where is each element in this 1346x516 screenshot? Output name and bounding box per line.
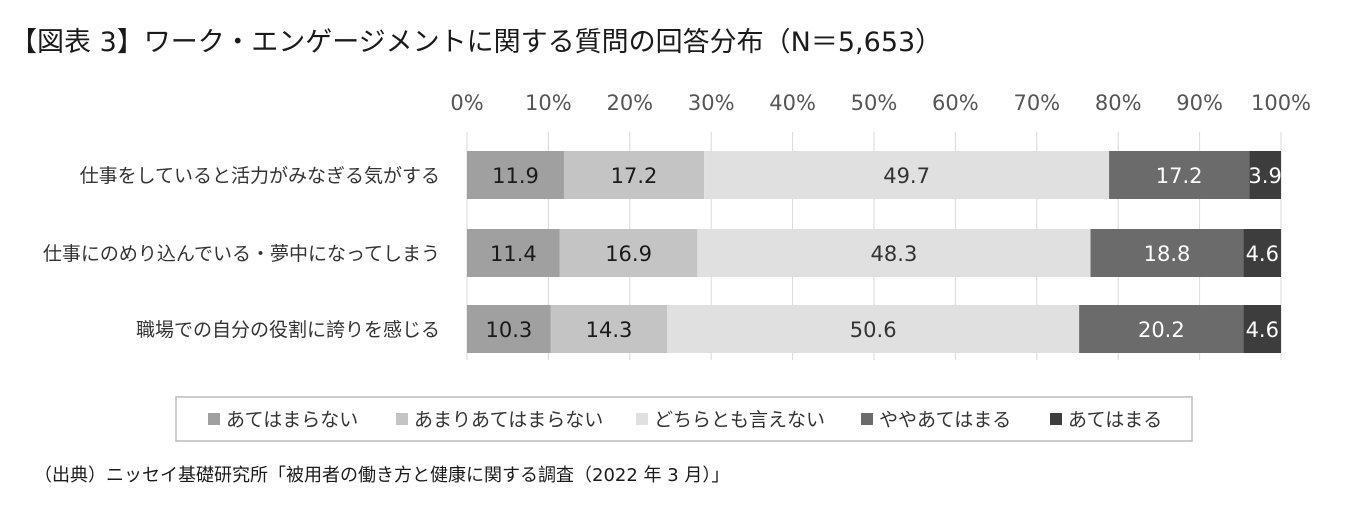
- x-tick-label: 100%: [1251, 91, 1311, 115]
- x-tick-label: 60%: [932, 91, 979, 115]
- legend-swatch: [1050, 413, 1062, 425]
- x-tick-label: 0%: [450, 91, 483, 115]
- data-label: 20.2: [1138, 318, 1185, 342]
- legend-swatch: [861, 413, 873, 425]
- x-tick-label: 20%: [606, 91, 653, 115]
- category-label: 仕事にのめり込んでいる・夢中になってしまう: [43, 243, 440, 265]
- bar-segment: [467, 305, 551, 353]
- data-label: 10.3: [486, 318, 533, 342]
- x-tick-label: 30%: [688, 91, 735, 115]
- bar-segment: [467, 229, 560, 277]
- x-tick-label: 50%: [851, 91, 898, 115]
- bar-segment: [559, 229, 698, 277]
- bar-segment: [1243, 305, 1281, 353]
- bar-segment: [697, 229, 1091, 277]
- legend-box: [175, 396, 1193, 442]
- data-label: 49.7: [883, 164, 930, 188]
- category-label: 職場での自分の役割に誇りを感じる: [136, 319, 440, 341]
- data-label: 17.2: [1156, 164, 1203, 188]
- legend-swatch: [636, 413, 648, 425]
- legend-swatch: [396, 413, 408, 425]
- data-label: 4.6: [1246, 242, 1279, 266]
- legend-label: あまりあてはまらない: [414, 409, 603, 431]
- data-label: 17.2: [611, 164, 658, 188]
- data-label: 11.4: [490, 242, 537, 266]
- data-label: 11.9: [492, 164, 539, 188]
- x-tick-label: 40%: [769, 91, 816, 115]
- source-note: （出典）ニッセイ基礎研究所「被用者の働き方と健康に関する調査（2022 年 3 …: [34, 465, 730, 486]
- data-label: 50.6: [850, 318, 897, 342]
- bar-segment: [467, 151, 564, 199]
- legend-label: あてはまる: [1068, 409, 1162, 431]
- legend-label: あてはまらない: [226, 409, 358, 431]
- x-tick-label: 90%: [1176, 91, 1223, 115]
- category-label: 仕事をしていると活力がみなぎる気がする: [80, 165, 440, 187]
- legend-label: どちらとも言えない: [654, 409, 825, 431]
- x-tick-label: 70%: [1013, 91, 1060, 115]
- bar-segment: [1109, 151, 1250, 199]
- chart-title: 【図表 3】ワーク・エンゲージメントに関する質問の回答分布（N＝5,653）: [10, 27, 943, 58]
- bar-segment: [1243, 229, 1281, 277]
- legend-swatch: [208, 413, 220, 425]
- data-label: 16.9: [605, 242, 652, 266]
- data-label: 4.6: [1246, 318, 1279, 342]
- data-label: 48.3: [871, 242, 918, 266]
- bar-segment: [1090, 229, 1244, 277]
- data-label: 14.3: [586, 318, 633, 342]
- bar-segment: [550, 305, 668, 353]
- legend-label: ややあてはまる: [879, 409, 1011, 431]
- bar-segment: [704, 151, 1110, 199]
- bar-segment: [563, 151, 705, 199]
- x-tick-label: 80%: [1095, 91, 1142, 115]
- bar-segment: [1079, 305, 1244, 353]
- bar-segment: [667, 305, 1080, 353]
- x-tick-label: 10%: [525, 91, 572, 115]
- bar-segment: [1249, 151, 1281, 199]
- data-label: 18.8: [1144, 242, 1191, 266]
- data-label: 3.9: [1248, 164, 1281, 188]
